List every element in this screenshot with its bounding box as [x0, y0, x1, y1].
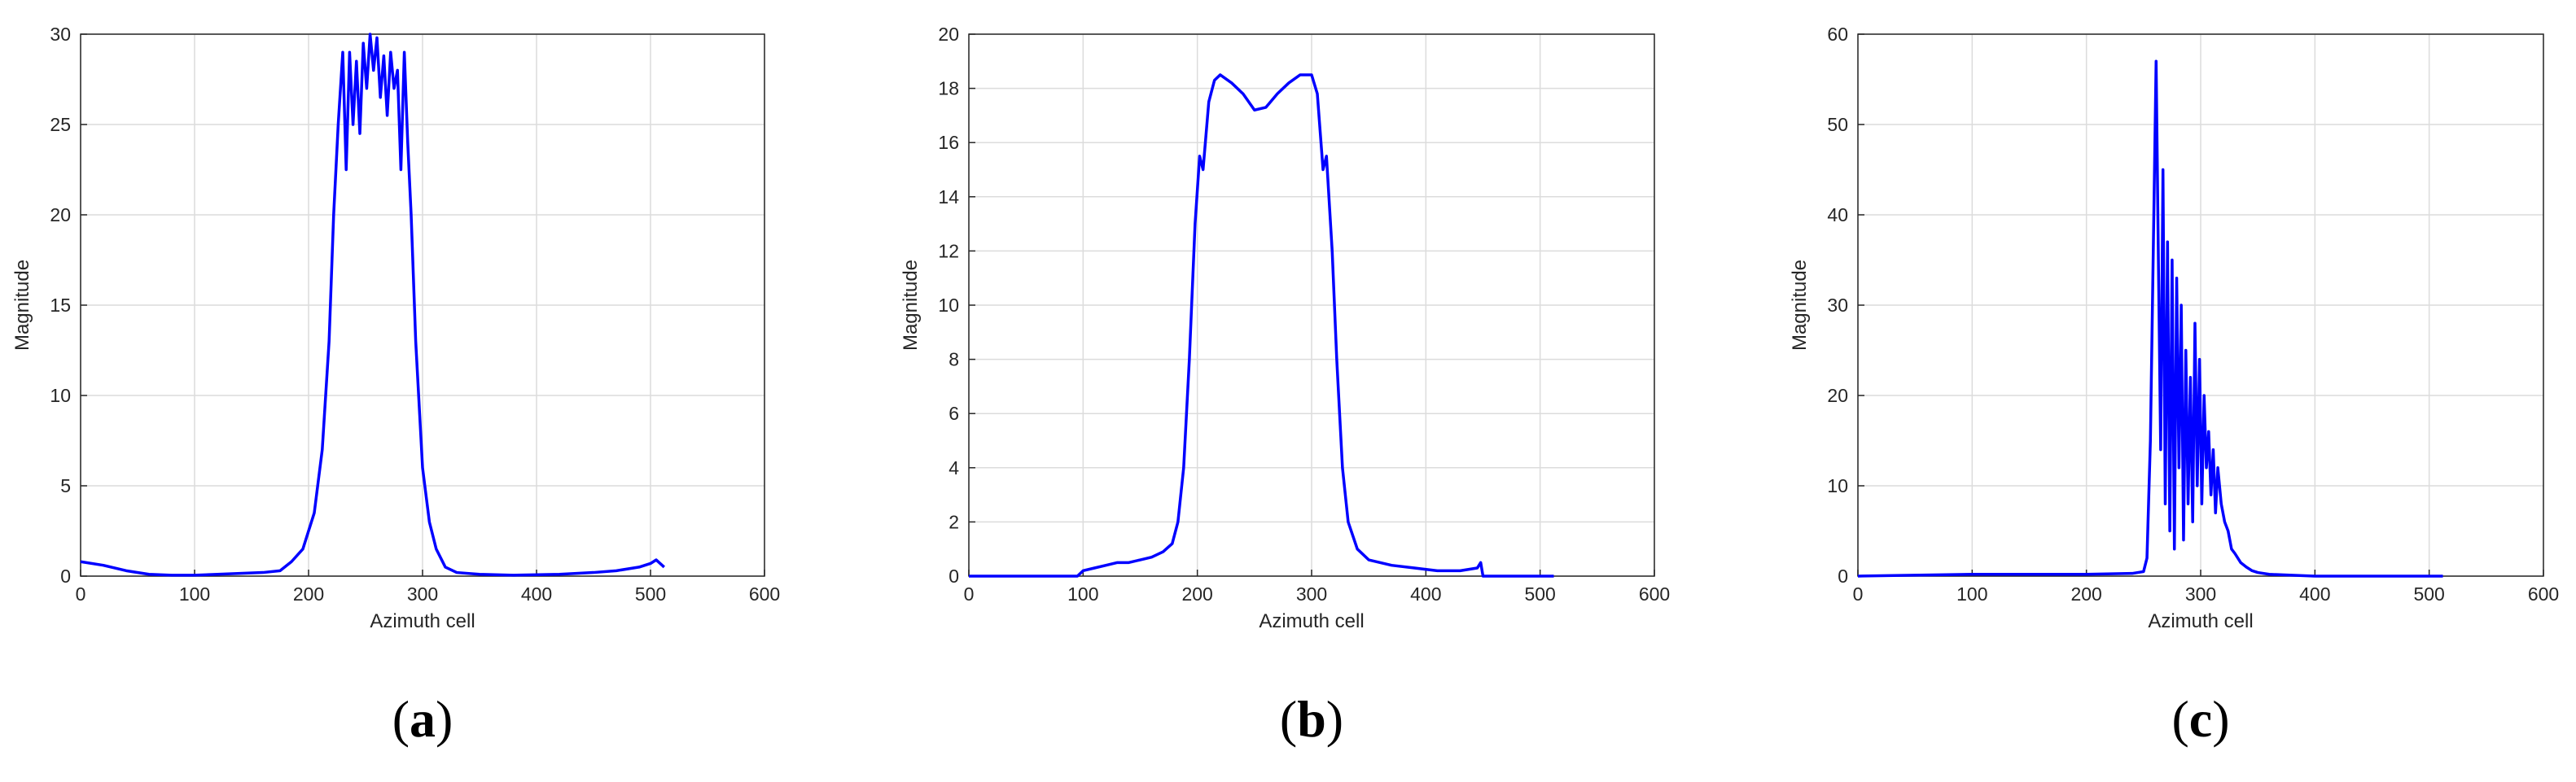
- y-tick-label: 8: [948, 349, 959, 370]
- panel-letter: a: [410, 690, 436, 748]
- x-axis-label: Azimuth cell: [2148, 610, 2253, 632]
- x-tick-label: 400: [2299, 583, 2330, 605]
- y-tick-label: 18: [938, 78, 959, 99]
- tick-labels: 0 100 200 300 400 500 600 0 10 20 30 40 50 60: [1827, 24, 2559, 605]
- y-tick-label: 10: [50, 385, 71, 406]
- x-tick-label: 300: [2185, 583, 2216, 605]
- y-axis-label: Magnitude: [900, 260, 922, 351]
- y-tick-label: 20: [938, 24, 959, 45]
- x-tick-label: 200: [1181, 583, 1212, 605]
- tick-labels: 0 100 200 300 400 500 600 0 2 4 6 8 10 12 14 16 18 20: [938, 24, 1670, 605]
- panel-letter: b: [1297, 690, 1326, 748]
- x-tick-label: 600: [1639, 583, 1670, 605]
- x-axis-label: Azimuth cell: [1259, 610, 1364, 632]
- x-tick-label: 100: [1956, 583, 1987, 605]
- x-tick-label: 500: [1524, 583, 1555, 605]
- y-tick-label: 30: [50, 24, 71, 45]
- chart-panel-a: 0 100 200 300 400 500 600 0 5 10 15 20 25 30 Azimuth …: [11, 24, 780, 748]
- panel-letter: c: [2189, 690, 2212, 748]
- chart-panel-c: 0 100 200 300 400 500 600 0 10 20 30 40 50 60 Azimuth…: [1789, 24, 2559, 748]
- y-axis-label: Magnitude: [11, 260, 33, 351]
- y-tick-label: 14: [938, 186, 959, 208]
- y-tick-label: 20: [50, 204, 71, 225]
- tick-marks: [968, 33, 1655, 577]
- panel-caption: (b): [1280, 690, 1343, 748]
- panel-caption: (c): [2171, 690, 2229, 748]
- y-tick-label: 6: [948, 403, 959, 424]
- y-tick-label: 50: [1827, 114, 1848, 135]
- x-tick-label: 500: [2413, 583, 2444, 605]
- x-tick-label: 300: [407, 583, 438, 605]
- y-tick-label: 12: [938, 240, 959, 261]
- tick-marks: [80, 33, 765, 577]
- y-axis-label: Magnitude: [1789, 260, 1811, 351]
- tick-labels: 0 100 200 300 400 500 600 0 5 10 15 20 25 30: [50, 24, 780, 605]
- x-tick-label: 200: [2070, 583, 2101, 605]
- y-tick-label: 0: [60, 566, 71, 587]
- x-tick-label: 500: [635, 583, 666, 605]
- y-tick-label: 40: [1827, 204, 1848, 225]
- chart-panel-b: 0 100 200 300 400 500 600 0 2 4 6 8 10 12 14 16 18 20 Azi…: [900, 24, 1670, 748]
- x-tick-label: 400: [1410, 583, 1441, 605]
- y-tick-label: 5: [60, 475, 71, 496]
- y-tick-label: 30: [1827, 295, 1848, 316]
- x-tick-label: 200: [293, 583, 324, 605]
- y-tick-label: 15: [50, 295, 71, 316]
- y-tick-label: 2: [948, 511, 959, 532]
- x-tick-label: 300: [1296, 583, 1327, 605]
- y-tick-label: 16: [938, 132, 959, 153]
- x-axis-label: Azimuth cell: [370, 610, 475, 632]
- x-tick-label: 0: [964, 583, 975, 605]
- y-tick-label: 4: [948, 457, 959, 478]
- y-tick-label: 25: [50, 114, 71, 135]
- x-tick-label: 0: [76, 583, 86, 605]
- panel-caption: (a): [392, 690, 453, 748]
- y-tick-label: 10: [1827, 475, 1848, 496]
- x-tick-label: 600: [2528, 583, 2559, 605]
- x-tick-label: 0: [1853, 583, 1864, 605]
- magnitude-series-line: [80, 33, 665, 577]
- x-tick-label: 600: [749, 583, 780, 605]
- y-tick-label: 0: [948, 566, 959, 587]
- y-tick-label: 10: [938, 295, 959, 316]
- x-tick-label: 100: [179, 583, 210, 605]
- y-tick-label: 0: [1838, 566, 1848, 587]
- magnitude-series-line: [969, 73, 1554, 578]
- x-tick-label: 400: [521, 583, 552, 605]
- y-tick-label: 60: [1827, 24, 1848, 45]
- magnitude-series-line: [1857, 59, 2443, 578]
- x-tick-label: 100: [1067, 583, 1098, 605]
- y-tick-label: 20: [1827, 385, 1848, 406]
